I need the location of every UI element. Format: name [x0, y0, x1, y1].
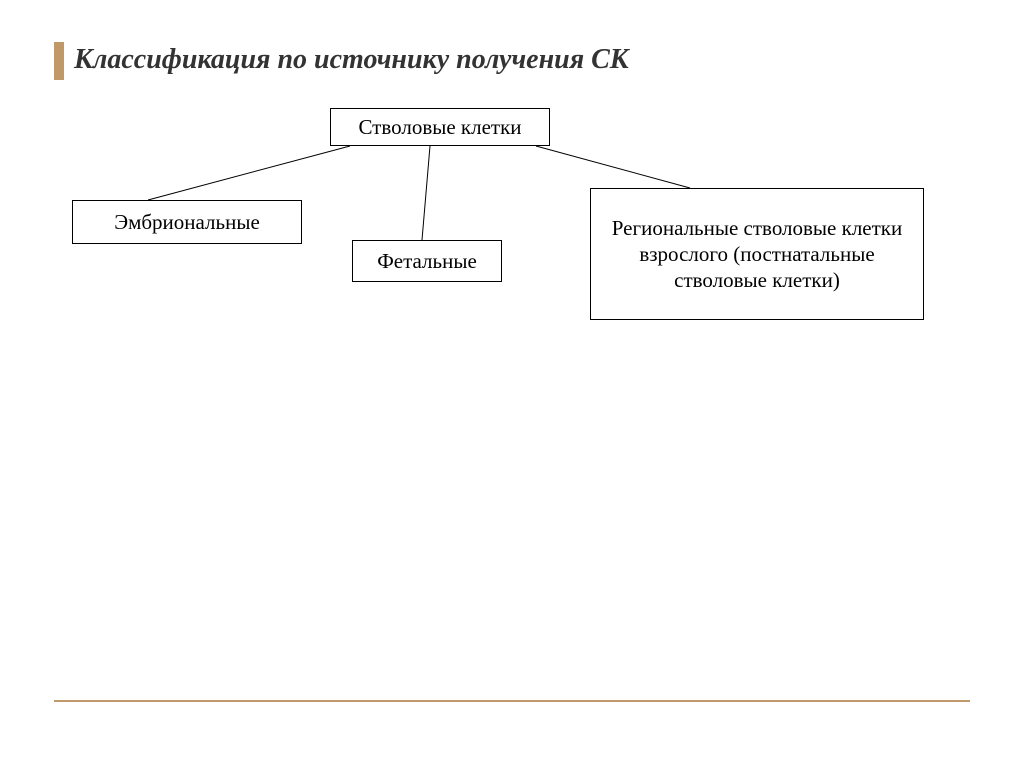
node-embryo: Эмбриональные [72, 200, 302, 244]
title-accent-bar [54, 42, 64, 80]
footer-rule [54, 700, 970, 702]
edge-root-embryo [148, 146, 350, 200]
node-adult: Региональные стволовые клетки взрослого … [590, 188, 924, 320]
node-fetal: Фетальные [352, 240, 502, 282]
edge-root-adult [536, 146, 690, 188]
edge-root-fetal [422, 146, 430, 240]
node-adult-label: Региональные стволовые клетки взрослого … [599, 215, 915, 294]
node-root-label: Стволовые клетки [358, 114, 521, 140]
slide-title: Классификация по источнику получения СК [74, 44, 629, 76]
node-embryo-label: Эмбриональные [114, 209, 260, 235]
node-fetal-label: Фетальные [377, 248, 477, 274]
node-root: Стволовые клетки [330, 108, 550, 146]
